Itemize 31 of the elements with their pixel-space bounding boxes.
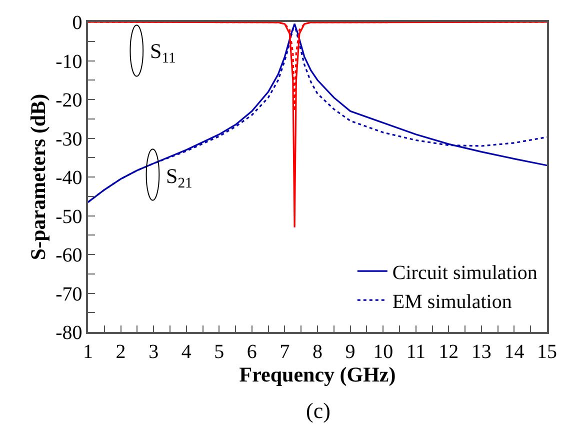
x-tick-label: 3 — [148, 340, 159, 363]
x-tick-label: 6 — [246, 340, 257, 363]
y-tick-label: -50 — [56, 206, 82, 228]
x-tick-label: 10 — [373, 340, 394, 363]
y-tick-label: -80 — [56, 322, 82, 344]
y-tick-label: -20 — [56, 90, 82, 112]
annotation: S$_{21}$ — [166, 164, 192, 192]
x-tick-label: 1 — [83, 340, 93, 363]
legend-label: EM simulation — [392, 290, 512, 313]
annotation: S$_{11}$ — [150, 39, 176, 66]
x-tick-label: 15 — [537, 340, 557, 363]
y-tick-label: -30 — [56, 128, 82, 150]
x-tick-label: 11 — [406, 340, 426, 363]
text: (c) — [306, 398, 330, 423]
y-tick-label: -60 — [56, 244, 82, 266]
x-tick-label: 7 — [280, 340, 290, 363]
x-tick-label: 12 — [438, 340, 459, 363]
x-axis-title: Frequency (GHz) — [239, 362, 396, 387]
x-tick-label: 4 — [181, 340, 192, 363]
legend-label: Circuit simulation — [392, 262, 538, 284]
x-tick-label: 2 — [116, 340, 126, 363]
y-axis-title: S-parameters (dB) — [26, 94, 50, 260]
x-tick-label: 8 — [312, 340, 322, 363]
y-tick-label: -70 — [56, 283, 82, 306]
x-tick-label: 9 — [345, 340, 356, 363]
x-tick-label: 13 — [471, 340, 492, 363]
y-tick-label: 0 — [72, 12, 82, 34]
x-tick-label: 5 — [214, 340, 224, 363]
x-tick-label: 14 — [504, 340, 524, 363]
y-tick-label: -10 — [56, 50, 82, 73]
y-tick-label: -40 — [56, 167, 82, 189]
